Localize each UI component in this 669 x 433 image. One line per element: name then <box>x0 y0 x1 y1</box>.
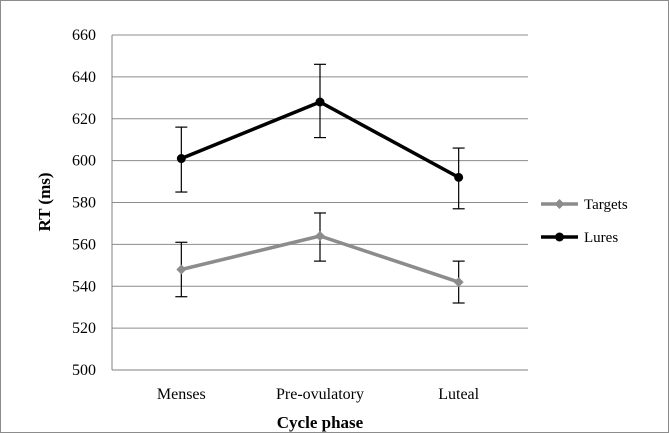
x-axis-title: Cycle phase <box>277 413 364 432</box>
y-tick-label: 620 <box>72 111 96 128</box>
series-lures <box>175 63 465 210</box>
x-tick-label: Pre-ovulatory <box>276 386 364 403</box>
legend-label-lures: Lures <box>584 230 618 246</box>
series-group <box>175 63 465 304</box>
data-point-targets <box>315 231 325 241</box>
data-point-lures <box>176 154 186 164</box>
legend-label-targets: Targets <box>584 197 628 213</box>
legend: Targets Lures <box>541 197 628 246</box>
legend-marker-targets <box>554 199 565 209</box>
y-tick-label: 600 <box>72 153 96 170</box>
y-tick-labels: 500 520 540 560 580 600 620 640 660 <box>72 27 96 379</box>
y-axis-title: RT (ms) <box>35 172 54 231</box>
x-tick-labels: Menses Pre-ovulatory Luteal <box>157 386 480 403</box>
legend-marker-lures <box>555 232 564 242</box>
data-point-targets <box>176 264 187 275</box>
y-tick-label: 580 <box>72 195 96 212</box>
y-tick-label: 660 <box>72 27 96 44</box>
y-tick-label: 520 <box>72 320 96 337</box>
y-tick-label: 560 <box>72 236 96 253</box>
y-tick-label: 640 <box>72 69 96 86</box>
y-tick-label: 540 <box>72 278 96 295</box>
data-point-lures <box>315 97 325 107</box>
data-point-lures <box>454 172 464 182</box>
y-tick-label: 500 <box>72 362 96 379</box>
x-tick-label: Luteal <box>438 386 479 403</box>
x-tick-label: Menses <box>157 386 206 403</box>
series-targets <box>175 212 465 304</box>
data-point-targets <box>453 277 464 288</box>
